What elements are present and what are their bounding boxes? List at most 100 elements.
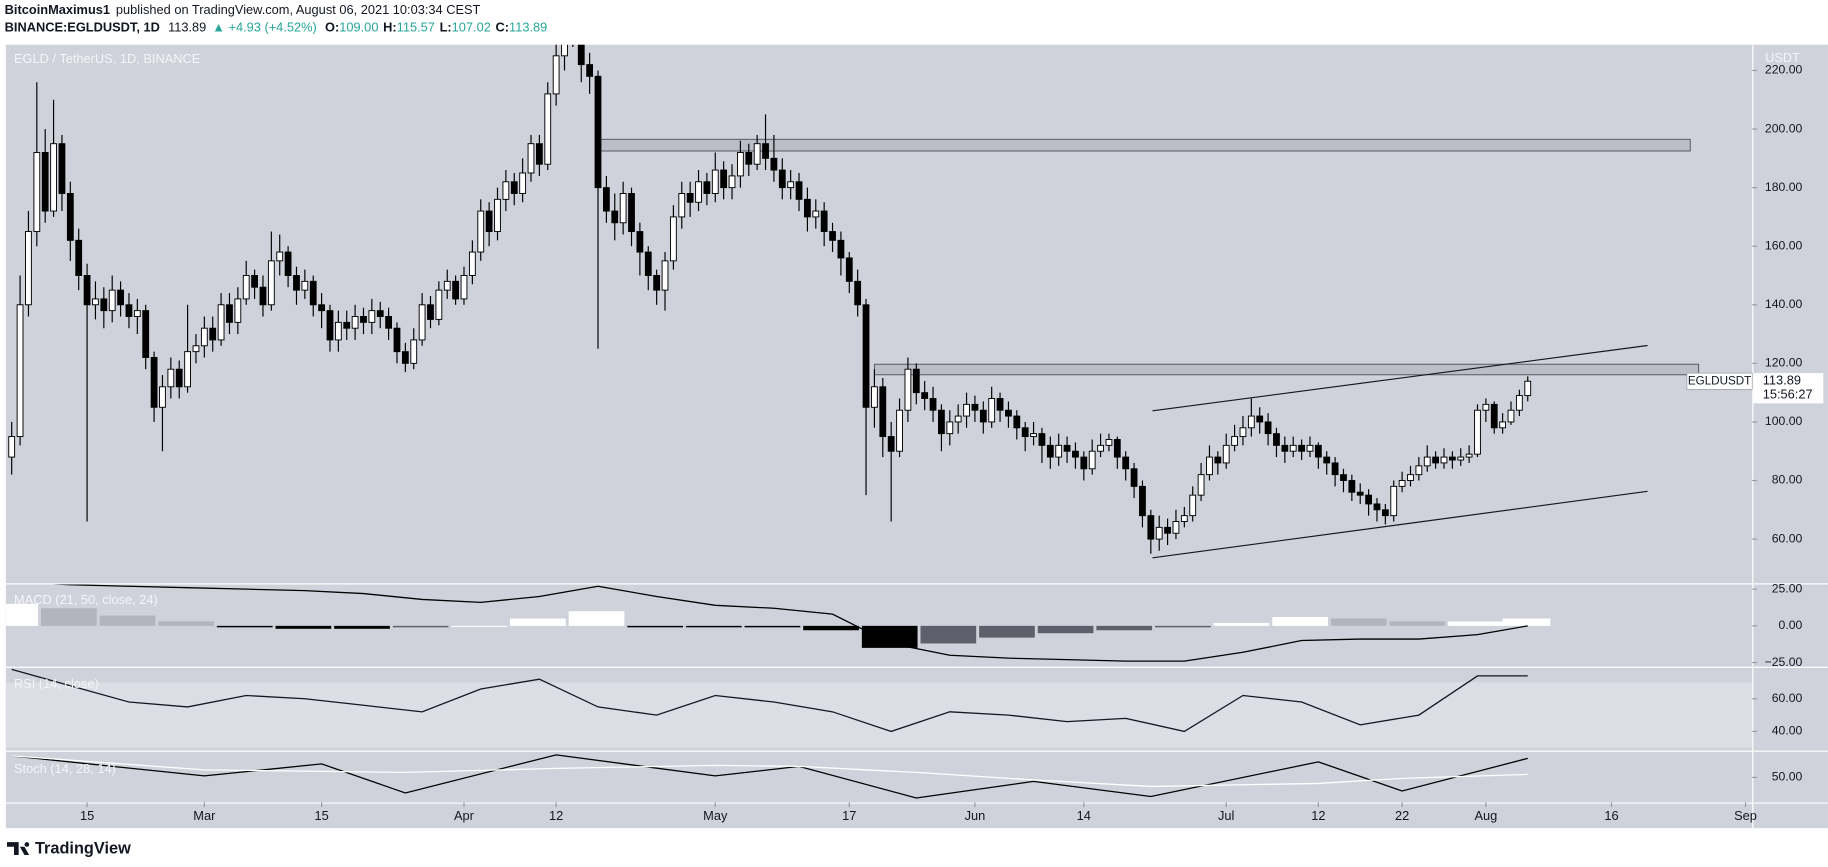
candle-body [108, 289, 116, 312]
histogram-bar [979, 625, 1035, 638]
candle-body [1030, 433, 1037, 438]
candle-body [58, 143, 66, 194]
ohlc-label: O: [325, 20, 339, 35]
candle-body [284, 251, 292, 276]
candle-body [728, 175, 736, 189]
candle-body [644, 251, 652, 276]
candle-body [360, 316, 367, 323]
candle-body [887, 436, 895, 452]
symbol-label: EGLDUSDT [1688, 374, 1751, 387]
candle-body [485, 210, 493, 233]
candle-body [996, 398, 1004, 411]
chart-title: EGLD / TetherUS, 1D, BINANCE [14, 51, 200, 66]
candle-body [1289, 444, 1297, 452]
candle-body [468, 251, 476, 276]
histogram-bar [1155, 625, 1211, 628]
histogram-bar [627, 625, 684, 628]
candle-body [1407, 474, 1414, 481]
candle-body [804, 198, 811, 218]
x-tick-label: Jun [965, 808, 986, 823]
candle-body [502, 181, 510, 200]
candle-body [611, 210, 619, 224]
candle-body [1013, 415, 1021, 429]
histogram-bar [99, 615, 156, 626]
candle-body [334, 321, 342, 341]
ohlc-label: H: [383, 20, 397, 35]
candle-body [1348, 480, 1356, 493]
candle-body [1323, 456, 1331, 464]
candle-body [1055, 444, 1063, 458]
candle-body [418, 304, 426, 341]
candle-body [1180, 515, 1188, 522]
x-tick-label: Jul [1218, 808, 1234, 823]
candle-body [251, 275, 258, 288]
candle-body [879, 386, 887, 438]
candle-body [150, 357, 158, 408]
candle-body [1398, 480, 1406, 487]
candle-body [66, 193, 74, 241]
ohlc-value: 109.00 [339, 20, 378, 35]
x-tick-label: 12 [1311, 808, 1325, 823]
tradingview-logo: TradingView [6, 839, 131, 857]
candle-body [200, 327, 208, 347]
candle-body [535, 143, 543, 165]
candle-body [837, 239, 845, 259]
published: published on TradingView.com, August 06,… [116, 2, 481, 17]
histogram-bar [803, 625, 859, 631]
indicator-line [11, 668, 1528, 733]
candle-body [184, 351, 191, 388]
candle-body [117, 289, 124, 306]
candle-body [845, 257, 853, 282]
histogram-bar [41, 608, 97, 626]
candle-body [326, 310, 334, 341]
x-tick-label: 16 [1604, 808, 1618, 823]
histogram-bar [685, 625, 742, 628]
pane [11, 754, 1528, 799]
histogram-bar [861, 625, 918, 648]
candle-body [1005, 409, 1012, 417]
candle-body [1306, 444, 1314, 452]
candle-body [812, 210, 820, 218]
pane [5, 584, 1551, 662]
candle-body [1046, 444, 1054, 458]
candle-body [586, 64, 594, 77]
candle-body [8, 436, 16, 458]
candle-body [1515, 395, 1523, 411]
y-tick-label: −25.00 [1765, 655, 1803, 669]
indicator-line [51, 584, 1528, 662]
candle-body [1373, 503, 1381, 511]
candle-body [820, 210, 828, 233]
pane-title: Stoch (14, 28, 14) [14, 761, 116, 776]
trend-line [1152, 344, 1648, 412]
histogram-bar [1448, 621, 1504, 626]
candle-body [686, 193, 694, 203]
last-price: 113.89 [168, 20, 206, 35]
y-tick-label: 200.00 [1765, 121, 1803, 135]
candle-body [854, 280, 862, 306]
candle-body [871, 386, 878, 408]
x-tick-label: Aug [1474, 808, 1497, 823]
histogram-bar [216, 625, 273, 628]
candle-body [1474, 409, 1481, 455]
candle-body [1499, 421, 1507, 429]
price-unit: USDT [1765, 50, 1800, 65]
x-tick-label: Apr [454, 808, 475, 823]
candle-body [301, 280, 309, 291]
candle-body [669, 216, 677, 262]
price-timer: 15:56:27 [1763, 387, 1813, 402]
candle-body [100, 298, 108, 312]
candle-body [912, 368, 920, 394]
candle-body [971, 403, 979, 411]
ohlc-value: 115.57 [397, 20, 435, 35]
candle-body [25, 231, 32, 306]
candle-body [770, 157, 778, 171]
candle-body [175, 368, 183, 388]
price-label: 113.89 [1763, 373, 1801, 388]
histogram-bar [1502, 618, 1551, 626]
candle-body [720, 169, 728, 189]
candle-body [1415, 465, 1423, 476]
candle-body [753, 143, 761, 165]
candle-body [41, 152, 49, 212]
candle-body [1155, 526, 1163, 540]
